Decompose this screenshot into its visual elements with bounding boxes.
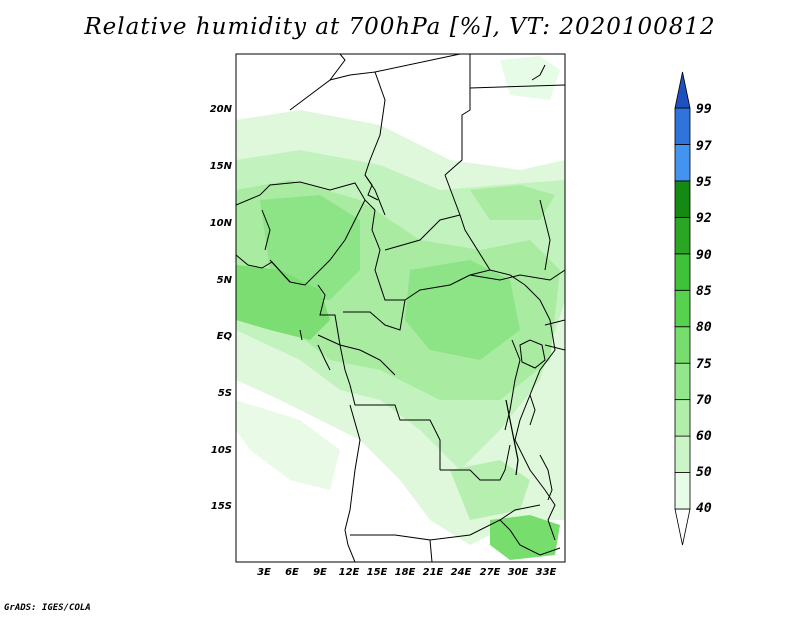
map-frame [235,53,566,563]
colorbar-label: 50 [696,465,712,480]
colorbar-box [674,289,691,328]
colorbar-box [674,435,691,473]
colorbar-box [674,216,691,255]
colorbar-box [674,326,691,364]
lon-tick-label: 33E [535,567,557,578]
colorbar-box [674,362,691,401]
colorbar-box [674,180,691,218]
humidity-field [236,54,565,562]
lat-tick-label: 15N [209,161,232,172]
lat-tick-label: 15S [210,501,232,512]
colorbar-label: 40 [696,501,712,516]
lat-tick-label: EQ [216,331,232,342]
lon-tick-label: 30E [507,567,529,578]
colorbar-label: 80 [696,320,712,335]
colorbar-box [674,107,691,145]
lon-tick-label: 21E [422,567,444,578]
colorbar-label: 70 [696,393,712,408]
lat-tick-label: 5N [216,275,232,286]
colorbar-label: 92 [696,211,712,226]
colorbar-label: 95 [696,175,712,190]
lon-tick-label: 3E [257,567,271,578]
colorbar-upper-triangle [674,71,691,109]
lon-tick-label: 6E [285,567,299,578]
lat-tick-label: 10S [210,445,232,456]
colorbar-label: 75 [696,357,712,372]
colorbar-box [674,253,691,291]
lon-tick-label: 24E [450,567,472,578]
colorbar-label: 90 [696,248,712,263]
colorbar-label: 60 [696,429,712,444]
lat-tick-label: 20N [209,104,232,115]
colorbar-label: 99 [696,102,712,117]
colorbar-box [674,472,691,510]
country-borders [236,54,565,562]
grads-credit: GrADS: IGES/COLA [4,603,91,613]
colorbar [674,71,691,546]
chart-title: Relative humidity at 700hPa [%], VT: 202… [84,14,716,40]
colorbar-box [674,144,691,182]
lon-tick-label: 18E [394,567,416,578]
lat-tick-label: 5S [217,388,232,399]
lat-tick-label: 10N [209,218,232,229]
lon-tick-label: 15E [366,567,388,578]
lon-tick-label: 9E [313,567,327,578]
colorbar-box [674,399,691,437]
lon-tick-label: 27E [479,567,501,578]
colorbar-label: 85 [696,284,712,299]
colorbar-lower-triangle [674,508,691,546]
lon-tick-label: 12E [338,567,360,578]
colorbar-label: 97 [696,139,712,154]
